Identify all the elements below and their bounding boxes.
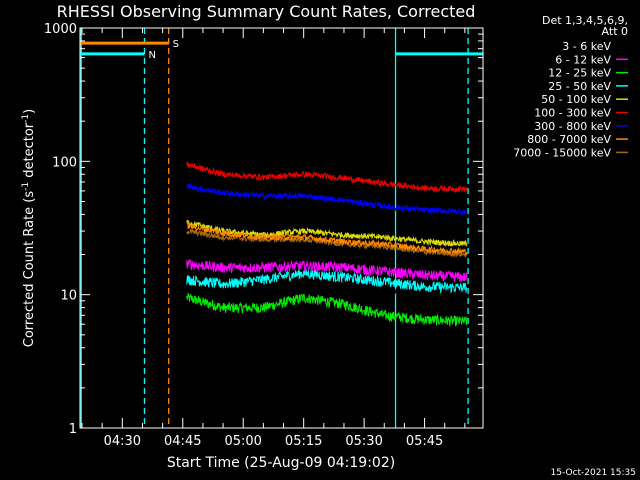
x-tick-label: 04:30 [104, 434, 141, 449]
legend-entry-label: 800 - 7000 keV [527, 133, 611, 146]
plot-frame [79, 27, 484, 429]
legend-entry-label: 12 - 25 keV [548, 67, 611, 80]
y-label-part: ) [22, 109, 37, 114]
legend-entry-label: 3 - 6 keV [562, 40, 611, 53]
y-tick-label: 1 [69, 422, 77, 437]
series-line [186, 259, 468, 283]
data-layer: NS [80, 28, 483, 428]
x-tick-label: 05:00 [224, 434, 261, 449]
legend-entry-label: 100 - 300 keV [534, 107, 611, 120]
flag-label: N [148, 50, 155, 61]
chart-title: RHESSI Observing Summary Count Rates, Co… [57, 2, 476, 21]
y-tick-label: 1000 [44, 22, 77, 37]
x-tick-label: 05:45 [406, 434, 443, 449]
flag-label: S [173, 39, 179, 50]
y-tick-label: 100 [52, 155, 77, 170]
x-tick-label: 05:15 [285, 434, 322, 449]
y-axis-label: Corrected Count Rate (s-1 detector-1) [21, 109, 37, 347]
series-line [186, 161, 468, 194]
series-line [186, 220, 468, 247]
legend-entry-label: 6 - 12 keV [555, 53, 611, 66]
series-line [186, 293, 468, 327]
y-label-part: Corrected Count Rate (s [22, 191, 37, 348]
legend-header: Det 1,3,4,5,6,9, [542, 14, 628, 27]
y-tick-label: 10 [60, 289, 77, 304]
y-label-part: detector [22, 122, 37, 182]
y-label-superscript: -1 [21, 182, 31, 191]
series-line [186, 183, 467, 216]
x-tick-label: 05:30 [345, 434, 382, 449]
axis-layer: 1 10 100 1000 04:30 04:45 05:00 05:15 05:30 05:45 [44, 22, 483, 449]
legend-entry-label: 300 - 800 keV [534, 120, 611, 133]
series-line [186, 222, 468, 256]
x-axis-label: Start Time (25-Aug-09 04:19:02) [167, 455, 395, 471]
series-line [186, 268, 468, 295]
legend-header: Att 0 [602, 25, 628, 38]
legend-entry-label: 50 - 100 keV [541, 93, 611, 106]
legend-entry-label: 25 - 50 keV [548, 80, 611, 93]
timestamp: 15-Oct-2021 15:35 [551, 468, 636, 478]
legend-entry-label: 7000 - 15000 keV [513, 146, 611, 159]
y-label-superscript: -1 [21, 114, 31, 123]
x-tick-label: 04:45 [164, 434, 201, 449]
